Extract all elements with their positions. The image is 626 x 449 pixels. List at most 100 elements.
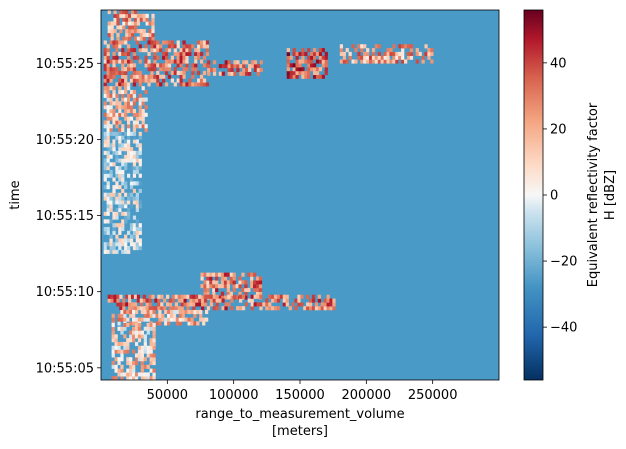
heatmap-cell xyxy=(368,59,373,64)
heatmap-cell xyxy=(151,32,155,37)
y-tick-label: 10:55:10 xyxy=(36,285,94,300)
heatmap-cell xyxy=(109,93,113,98)
heatmap-cell xyxy=(123,326,127,331)
heatmap-cell xyxy=(206,306,211,311)
heatmap-cell xyxy=(150,48,154,53)
heatmap-cell xyxy=(146,313,150,318)
heatmap-cell xyxy=(106,135,110,140)
heatmap-cell xyxy=(106,128,110,133)
heatmap-cell xyxy=(223,280,228,285)
heatmap-cell xyxy=(132,150,137,155)
heatmap-cell xyxy=(117,317,121,322)
heatmap-cell xyxy=(295,63,299,68)
heatmap-cell xyxy=(134,353,139,358)
heatmap-cell xyxy=(109,78,113,83)
heatmap-cell xyxy=(147,67,151,72)
heatmap-cell xyxy=(298,70,302,76)
x-axis-label: range_to_measurement_volume xyxy=(195,407,404,422)
heatmap-cell xyxy=(371,59,376,64)
heatmap-cell xyxy=(114,338,118,343)
heatmap-cell xyxy=(164,321,168,326)
heatmap-cell xyxy=(137,353,142,358)
colorbar xyxy=(523,9,544,381)
heatmap-cell xyxy=(115,173,119,178)
heatmap-cell xyxy=(298,51,302,56)
heatmap-cell xyxy=(191,74,195,79)
heatmap-cell xyxy=(153,63,157,68)
heatmap-cell xyxy=(118,101,122,106)
heatmap-cell xyxy=(132,372,136,377)
heatmap-cell xyxy=(124,74,128,79)
heatmap-cell xyxy=(392,55,396,60)
heatmap-cell xyxy=(121,89,125,95)
heatmap-cell xyxy=(112,63,116,68)
heatmap-cell xyxy=(233,71,237,76)
heatmap-cell xyxy=(121,78,125,83)
heatmap-cell xyxy=(138,223,142,228)
heatmap-cell xyxy=(167,40,172,45)
heatmap-cell xyxy=(203,280,207,285)
heatmap-cell xyxy=(192,306,196,311)
heatmap-cell xyxy=(339,51,344,56)
heatmap-cell xyxy=(136,36,141,41)
heatmap-cell xyxy=(132,242,137,247)
heatmap-cell xyxy=(185,63,189,68)
heatmap-cell xyxy=(160,294,164,299)
heatmap-cell xyxy=(115,105,119,110)
heatmap-cell xyxy=(117,372,121,377)
heatmap-cell xyxy=(115,116,119,121)
heatmap-cell xyxy=(145,306,149,311)
heatmap-cell xyxy=(146,326,150,331)
heatmap-cell xyxy=(106,219,110,224)
heatmap-cell xyxy=(321,48,325,53)
heatmap-cell xyxy=(205,51,210,56)
heatmap-cell xyxy=(134,341,139,347)
heatmap-cell xyxy=(106,192,110,197)
heatmap-cell xyxy=(201,306,205,311)
heatmap-cell xyxy=(124,192,128,197)
heatmap-cell xyxy=(409,55,414,60)
heatmap-cell xyxy=(153,48,157,53)
heatmap-cell xyxy=(106,93,110,98)
heatmap-cell xyxy=(128,32,132,37)
heatmap-cell xyxy=(125,302,129,307)
heatmap-cell xyxy=(135,207,139,213)
heatmap-cell xyxy=(185,51,189,56)
heatmap-cell xyxy=(176,40,180,45)
heatmap-cell xyxy=(190,309,194,315)
heatmap-cell xyxy=(124,166,128,171)
heatmap-cell xyxy=(259,294,263,299)
x-tick-label: 200000 xyxy=(342,388,392,403)
heatmap-cell xyxy=(132,101,137,106)
heatmap-cell xyxy=(174,306,178,311)
heatmap-cell xyxy=(109,242,113,247)
heatmap-cell xyxy=(157,294,161,299)
heatmap-cell xyxy=(106,55,110,60)
heatmap-cell xyxy=(138,48,142,53)
heatmap-cell xyxy=(138,242,142,247)
heatmap-cell xyxy=(212,284,216,289)
heatmap-cell xyxy=(132,139,137,144)
heatmap-cell xyxy=(199,309,203,315)
heatmap-cell xyxy=(106,131,110,136)
heatmap-cell xyxy=(139,36,143,41)
heatmap-cell xyxy=(127,230,131,235)
heatmap-cell xyxy=(112,143,116,148)
heatmap-cell xyxy=(205,44,210,49)
heatmap-cell xyxy=(221,64,225,69)
heatmap-cell xyxy=(307,70,311,76)
heatmap-cell xyxy=(174,302,178,307)
heatmap-cell xyxy=(132,89,137,95)
heatmap-cell xyxy=(221,298,225,303)
heatmap-cell xyxy=(119,10,123,15)
heatmap-cell xyxy=(135,74,139,79)
heatmap-cell xyxy=(106,124,110,129)
heatmap-cell xyxy=(209,280,213,285)
heatmap-cell xyxy=(112,116,116,121)
heatmap-cell xyxy=(170,70,174,76)
heatmap-cell xyxy=(194,51,198,56)
heatmap-cell xyxy=(137,357,142,362)
heatmap-cell xyxy=(127,150,131,155)
heatmap-cell xyxy=(285,294,289,299)
